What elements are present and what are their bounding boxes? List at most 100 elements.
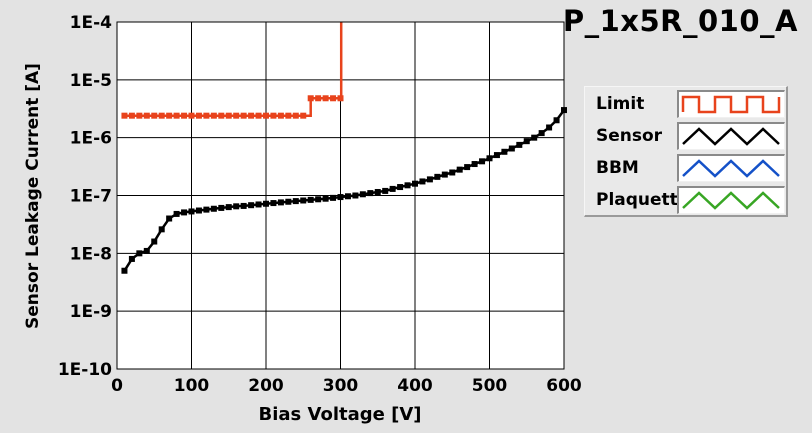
- y-tick-label: 1E-7: [70, 187, 112, 207]
- y-tick-label: 1E-5: [70, 71, 112, 91]
- data-point-limit: [285, 112, 292, 119]
- data-point-limit: [330, 95, 337, 102]
- triangle-wave-icon: [682, 191, 780, 210]
- x-tick-label: 500: [472, 376, 508, 396]
- legend-swatch-limit: [677, 90, 785, 118]
- data-point-limit: [166, 112, 173, 119]
- data-point-limit: [225, 112, 232, 119]
- data-point-limit: [203, 112, 210, 119]
- data-point-sensor: [248, 202, 255, 209]
- data-point-limit: [121, 112, 128, 119]
- data-point-sensor: [516, 141, 523, 148]
- x-tick-label: 0: [111, 376, 123, 396]
- data-point-sensor: [225, 204, 232, 211]
- y-tick-label: 1E-4: [70, 13, 112, 33]
- data-point-limit: [233, 112, 240, 119]
- legend-item-plaquette: Plaquette: [585, 184, 786, 216]
- data-point-sensor: [471, 161, 478, 168]
- data-point-sensor: [374, 188, 381, 195]
- data-point-limit: [218, 112, 225, 119]
- legend-label: Sensor: [596, 126, 663, 146]
- data-point-sensor: [426, 176, 433, 183]
- data-point-sensor: [285, 198, 292, 205]
- data-point-sensor: [553, 117, 560, 124]
- data-point-sensor: [173, 210, 180, 217]
- data-point-sensor: [508, 145, 515, 152]
- data-point-sensor: [531, 134, 538, 141]
- data-point-limit: [188, 112, 195, 119]
- data-point-limit: [128, 112, 135, 119]
- data-point-sensor: [181, 209, 188, 216]
- legend-item-limit: Limit: [585, 88, 786, 120]
- legend-item-bbm: BBM: [585, 152, 786, 184]
- data-point-sensor: [277, 199, 284, 206]
- data-point-limit: [277, 112, 284, 119]
- data-point-limit: [173, 112, 180, 119]
- data-point-limit: [337, 95, 344, 102]
- data-point-sensor: [397, 184, 404, 191]
- data-point-limit: [255, 112, 262, 119]
- legend-swatch-plaquette: [677, 186, 785, 214]
- data-point-sensor: [412, 180, 418, 187]
- chart-title: P_1x5R_010_A: [562, 4, 798, 38]
- data-point-limit: [151, 112, 158, 119]
- data-point-sensor: [195, 207, 202, 214]
- data-point-sensor: [419, 178, 426, 185]
- data-point-sensor: [337, 194, 344, 201]
- x-axis: 0 100 200 300 400 500 600: [111, 376, 582, 396]
- y-tick-label: 1E-6: [70, 129, 112, 149]
- data-point-sensor: [270, 200, 277, 207]
- data-point-limit: [248, 112, 255, 119]
- data-point-sensor: [158, 226, 165, 233]
- data-point-limit: [263, 112, 269, 119]
- y-tick-label: 1E-10: [58, 360, 112, 380]
- data-point-sensor: [434, 173, 441, 180]
- legend-label: BBM: [596, 158, 639, 178]
- data-point-sensor: [136, 250, 143, 257]
- triangle-wave-icon: [682, 127, 780, 146]
- plot-border: [116, 21, 565, 370]
- data-point-sensor: [330, 194, 337, 201]
- data-point-limit: [210, 112, 217, 119]
- data-point-sensor: [464, 164, 471, 171]
- legend-label: Plaquette: [596, 190, 690, 210]
- series-layer: [121, 22, 567, 274]
- data-point-sensor: [352, 192, 359, 199]
- data-point-sensor: [322, 195, 329, 202]
- data-point-limit: [240, 112, 247, 119]
- data-point-sensor: [255, 201, 262, 208]
- data-point-sensor: [493, 152, 500, 159]
- legend-swatch-sensor: [677, 122, 785, 150]
- data-point-sensor: [404, 182, 411, 189]
- data-point-limit: [270, 112, 277, 119]
- y-axis-label: Sensor Leakage Current [A]: [23, 63, 43, 329]
- data-point-limit: [315, 95, 322, 102]
- data-point-limit: [322, 95, 329, 102]
- data-point-limit: [292, 112, 299, 119]
- data-point-limit: [136, 112, 143, 119]
- data-point-sensor: [382, 187, 389, 194]
- legend-label: Limit: [596, 94, 645, 114]
- data-point-sensor: [315, 196, 322, 203]
- y-tick-label: 1E-8: [70, 244, 112, 264]
- data-point-sensor: [456, 166, 463, 173]
- data-point-sensor: [344, 193, 351, 200]
- data-point-sensor: [218, 204, 225, 211]
- y-axis: 1E-4 1E-5 1E-6 1E-7 1E-8 1E-9 1E-10: [58, 13, 112, 380]
- data-point-sensor: [128, 255, 135, 262]
- data-point-sensor: [486, 155, 493, 162]
- data-point-sensor: [523, 138, 530, 145]
- data-point-limit: [195, 112, 202, 119]
- data-point-sensor: [121, 267, 128, 274]
- legend-item-sensor: Sensor: [585, 120, 786, 152]
- data-point-sensor: [359, 191, 366, 198]
- data-point-sensor: [367, 190, 374, 197]
- data-point-sensor: [151, 238, 158, 245]
- data-point-sensor: [479, 158, 486, 165]
- x-tick-label: 300: [323, 376, 359, 396]
- x-axis-label: Bias Voltage [V]: [259, 404, 422, 425]
- data-point-sensor: [166, 215, 173, 222]
- data-point-sensor: [389, 185, 396, 192]
- data-point-sensor: [538, 130, 545, 137]
